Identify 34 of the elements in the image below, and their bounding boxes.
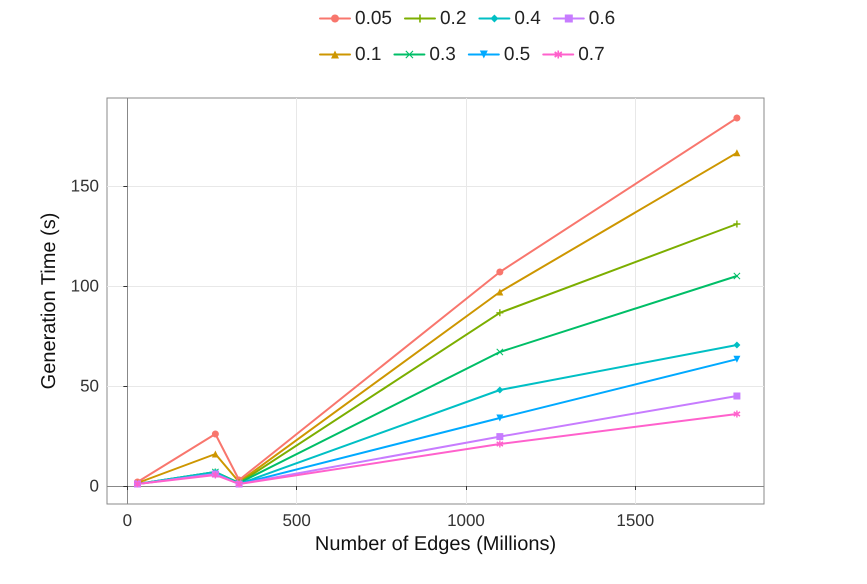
legend-label: 0.3: [429, 44, 456, 65]
legend-label: 0.5: [504, 44, 530, 65]
point: [496, 288, 504, 296]
legend-label: 0.1: [355, 44, 382, 65]
point: [496, 440, 504, 448]
point: [212, 430, 219, 438]
point: [733, 220, 740, 228]
x-tick-label: 1500: [616, 511, 654, 530]
point: [496, 386, 504, 394]
point: [733, 392, 740, 400]
point: [733, 272, 740, 280]
x-tick-label: 500: [282, 511, 311, 530]
point: [496, 433, 504, 440]
legend-label: 0.2: [440, 8, 466, 29]
y-tick-label: 100: [70, 276, 99, 296]
x-axis-title: Number of Edges (Millions): [314, 533, 556, 555]
y-tick-label: 0: [90, 476, 99, 496]
point: [733, 342, 740, 348]
legend-label: 0.6: [588, 8, 616, 29]
x-tick-label: 0: [122, 511, 132, 530]
point: [733, 114, 740, 122]
point: [496, 268, 504, 276]
point: [496, 348, 504, 356]
point: [733, 149, 740, 156]
y-tick-label: 50: [80, 376, 99, 396]
y-tick-label: 150: [70, 176, 99, 196]
point: [733, 410, 740, 418]
point: [496, 309, 504, 316]
legend-label: 0.05: [355, 8, 392, 29]
legend-label: 0.7: [578, 44, 605, 65]
point: [212, 450, 219, 458]
x-tick-label: 1000: [447, 511, 485, 530]
y-axis-title: Generation Time (s): [38, 212, 60, 390]
legend-label: 0.4: [514, 8, 542, 29]
